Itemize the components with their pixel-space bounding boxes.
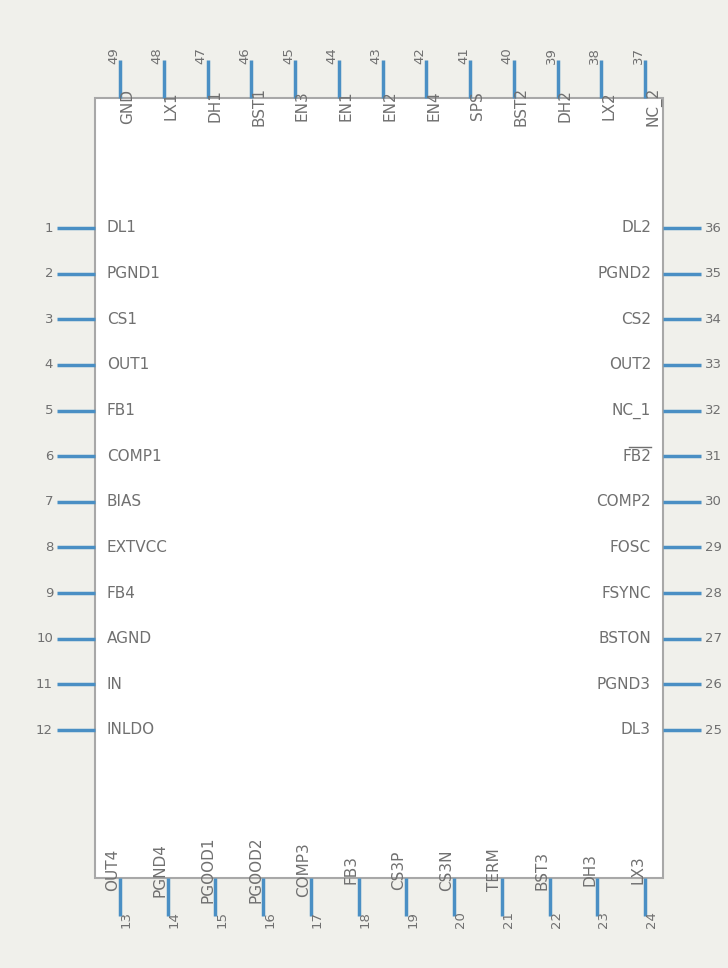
Text: CS2: CS2 <box>621 312 651 327</box>
Text: PGND3: PGND3 <box>597 677 651 692</box>
Text: BSTON: BSTON <box>598 631 651 647</box>
Text: 36: 36 <box>705 222 722 234</box>
Text: 25: 25 <box>705 723 722 737</box>
Text: BST2: BST2 <box>514 86 529 126</box>
Text: DL3: DL3 <box>621 722 651 738</box>
Text: PGOOD1: PGOOD1 <box>200 836 215 903</box>
Text: 47: 47 <box>194 47 207 65</box>
Text: 17: 17 <box>311 912 324 928</box>
Text: GND: GND <box>120 88 135 124</box>
Text: 23: 23 <box>597 912 610 928</box>
Text: 9: 9 <box>44 587 53 599</box>
Text: 4: 4 <box>44 358 53 372</box>
Text: DL1: DL1 <box>107 221 137 235</box>
Text: DH3: DH3 <box>582 854 597 887</box>
Text: 48: 48 <box>151 47 164 65</box>
Text: 27: 27 <box>705 632 722 646</box>
Text: 39: 39 <box>545 47 558 65</box>
Text: 7: 7 <box>44 496 53 508</box>
Bar <box>95 98 663 878</box>
Text: 29: 29 <box>705 541 722 554</box>
Text: COMP3: COMP3 <box>296 842 311 897</box>
Text: 40: 40 <box>501 47 514 65</box>
Text: 41: 41 <box>457 47 470 65</box>
Text: 35: 35 <box>705 267 722 280</box>
Text: BST1: BST1 <box>251 86 266 126</box>
Text: FB3: FB3 <box>344 856 359 885</box>
Text: DH2: DH2 <box>558 90 572 122</box>
Text: 11: 11 <box>36 678 53 691</box>
Text: COMP1: COMP1 <box>107 449 162 464</box>
Text: 22: 22 <box>550 912 563 928</box>
Text: 28: 28 <box>705 587 722 599</box>
Text: 32: 32 <box>705 404 722 417</box>
Text: 15: 15 <box>215 912 229 928</box>
Text: LX2: LX2 <box>601 92 616 120</box>
Text: NC_1: NC_1 <box>612 403 651 418</box>
Text: 12: 12 <box>36 723 53 737</box>
Text: 46: 46 <box>238 47 251 65</box>
Text: 49: 49 <box>107 47 120 65</box>
Text: NC_2: NC_2 <box>645 86 661 126</box>
Text: 24: 24 <box>645 912 658 928</box>
Text: 21: 21 <box>502 912 515 928</box>
Text: FSYNC: FSYNC <box>601 586 651 600</box>
Text: 1: 1 <box>44 222 53 234</box>
Text: FB1: FB1 <box>107 403 136 418</box>
Text: 6: 6 <box>44 450 53 463</box>
Text: 8: 8 <box>44 541 53 554</box>
Text: 42: 42 <box>414 47 427 65</box>
Text: PGOOD2: PGOOD2 <box>248 836 264 903</box>
Text: 2: 2 <box>44 267 53 280</box>
Text: CS3N: CS3N <box>439 849 454 891</box>
Text: 38: 38 <box>588 47 601 65</box>
Text: EN4: EN4 <box>427 91 441 121</box>
Text: 20: 20 <box>454 912 467 928</box>
Text: PGND1: PGND1 <box>107 266 161 281</box>
Text: DH1: DH1 <box>207 90 223 122</box>
Text: DL2: DL2 <box>621 221 651 235</box>
Text: 33: 33 <box>705 358 722 372</box>
Text: SPS: SPS <box>470 92 485 120</box>
Text: LX3: LX3 <box>630 856 645 885</box>
Text: 43: 43 <box>370 47 382 65</box>
Text: 13: 13 <box>120 912 133 928</box>
Text: 18: 18 <box>359 912 371 928</box>
Text: TERM: TERM <box>487 849 502 892</box>
Text: EN1: EN1 <box>339 91 354 121</box>
Text: EN2: EN2 <box>382 91 397 121</box>
Text: PGND2: PGND2 <box>597 266 651 281</box>
Text: BIAS: BIAS <box>107 495 142 509</box>
Text: FOSC: FOSC <box>610 540 651 555</box>
Text: OUT4: OUT4 <box>105 849 120 892</box>
Text: OUT1: OUT1 <box>107 357 149 373</box>
Text: CS3P: CS3P <box>392 850 406 890</box>
Text: BST3: BST3 <box>534 851 550 890</box>
Text: INLDO: INLDO <box>107 722 155 738</box>
Text: CS1: CS1 <box>107 312 137 327</box>
Text: 45: 45 <box>282 47 295 65</box>
Text: OUT2: OUT2 <box>609 357 651 373</box>
Text: 37: 37 <box>632 47 645 65</box>
Text: 31: 31 <box>705 450 722 463</box>
Text: 34: 34 <box>705 313 722 326</box>
Text: 16: 16 <box>264 912 276 928</box>
Text: 14: 14 <box>167 912 181 928</box>
Text: 26: 26 <box>705 678 722 691</box>
Text: LX1: LX1 <box>164 92 179 120</box>
Text: EN3: EN3 <box>295 91 310 121</box>
Text: 10: 10 <box>36 632 53 646</box>
Text: EXTVCC: EXTVCC <box>107 540 168 555</box>
Text: AGND: AGND <box>107 631 152 647</box>
Text: 3: 3 <box>44 313 53 326</box>
Text: PGND4: PGND4 <box>153 843 167 897</box>
Text: FB2: FB2 <box>622 449 651 464</box>
Text: IN: IN <box>107 677 123 692</box>
Text: 19: 19 <box>406 912 419 928</box>
Text: 5: 5 <box>44 404 53 417</box>
Text: 30: 30 <box>705 496 722 508</box>
Text: FB4: FB4 <box>107 586 136 600</box>
Text: 44: 44 <box>325 47 339 65</box>
Text: COMP2: COMP2 <box>596 495 651 509</box>
